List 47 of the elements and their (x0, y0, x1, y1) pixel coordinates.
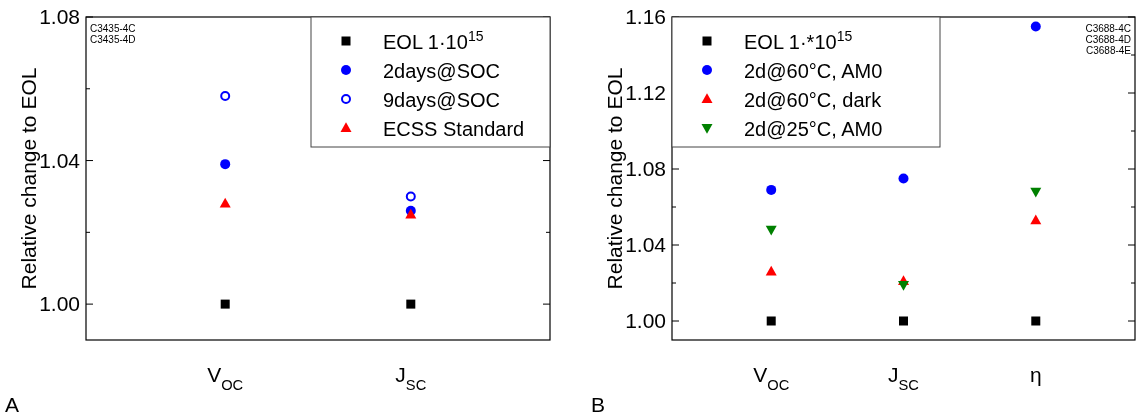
legend-label: EOL 1·*10$^{15}$ (744, 28, 853, 53)
x-tick-label: η (1029, 363, 1042, 386)
point (220, 159, 231, 170)
x-tick-label: J$_{SC}$ (395, 363, 427, 393)
legend-label: ECSS Standard (383, 118, 525, 140)
point (766, 316, 776, 326)
legend-label: EOL 1·10$^{15}$ (383, 28, 484, 53)
legend-label: 2days@SOC (383, 60, 501, 82)
point (405, 191, 416, 202)
y-tick-label: 1.08 (625, 157, 666, 180)
point (220, 90, 231, 101)
point (765, 225, 777, 236)
point (898, 280, 909, 291)
y-axis-title: Relative change to EOL (17, 67, 40, 290)
annotation: C3688-4E (1085, 45, 1132, 56)
annotation: C3435-4C (90, 23, 136, 34)
y-tick-label: 1.00 (39, 292, 80, 316)
y-tick-label: 1.08 (39, 5, 80, 28)
x-tick-label: J$_{SC}$ (888, 363, 920, 393)
point (766, 184, 777, 195)
point (406, 299, 416, 309)
point (898, 173, 909, 184)
legend-label: 2d@60°C, AM0 (744, 60, 883, 82)
point (765, 265, 777, 276)
point (1031, 316, 1041, 326)
annotation: C3688-4D (1085, 34, 1131, 45)
y-tick-label: 1.16 (625, 5, 666, 28)
legend-label: 9days@SOC (383, 89, 501, 111)
x-tick-label: V$_{OC}$ (207, 363, 244, 393)
annotation: C3688-4C (1085, 23, 1131, 34)
annotation: C3435-4D (90, 34, 136, 45)
point (1030, 21, 1041, 32)
y-tick-label: 1.04 (39, 148, 81, 172)
x-tick-label: V$_{OC}$ (753, 363, 790, 393)
text: A (5, 393, 20, 416)
point (1030, 187, 1042, 198)
legend-label: 2d@60°C, dark (744, 89, 883, 111)
y-tick-label: 1.00 (625, 309, 666, 332)
point (1030, 214, 1042, 225)
y-tick-label: 1.04 (625, 233, 667, 256)
point (899, 316, 908, 326)
legend-label: 2d@25°C, AM0 (744, 118, 883, 140)
y-tick-label: 1.12 (625, 81, 666, 104)
text: B (591, 393, 606, 416)
point (220, 299, 230, 309)
y-axis-title: Relative change to EOL (603, 67, 626, 290)
point (219, 197, 231, 208)
